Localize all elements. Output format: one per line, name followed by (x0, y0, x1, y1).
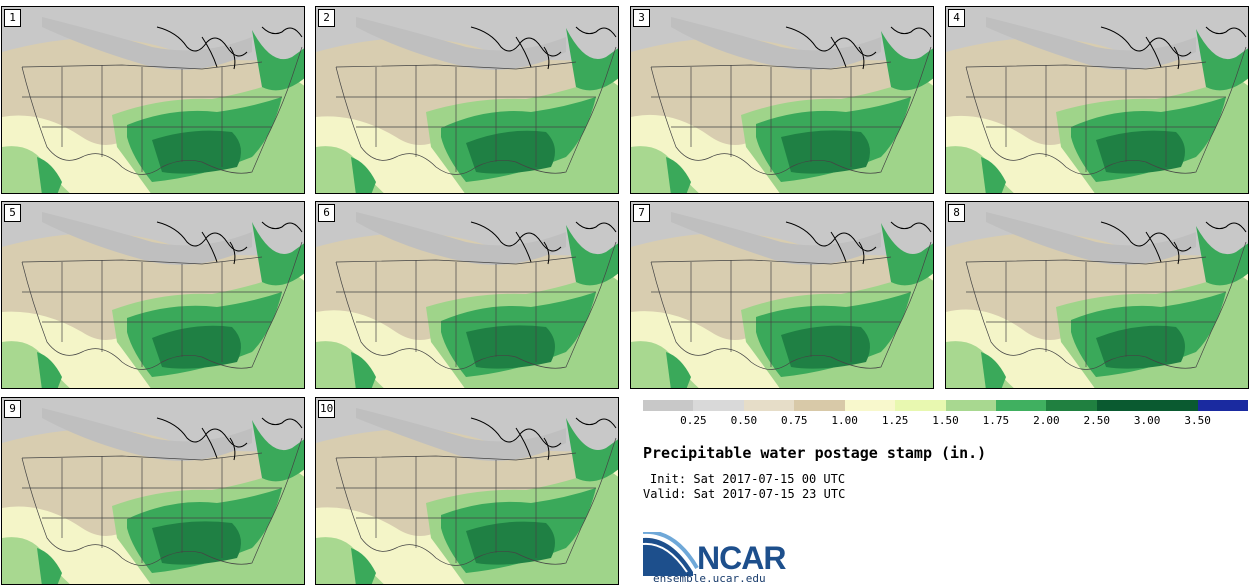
colorbar-tick-label: 3.00 (1133, 414, 1161, 427)
panel-label: 6 (318, 204, 335, 222)
colorbar-tick-label: 0.75 (781, 414, 808, 427)
panel-label: 5 (4, 204, 21, 222)
colorbar-tick-label: 3.50 (1184, 414, 1211, 427)
panel-label: 9 (4, 400, 21, 418)
colorbar-segment (895, 400, 946, 411)
colorbar-segment (693, 400, 744, 411)
colorbar-segment (643, 400, 694, 411)
colorbar-segment (1147, 400, 1198, 411)
colorbar-segment (844, 400, 896, 411)
colorbar-tick-label: 0.25 (680, 414, 707, 427)
colorbar-segment (945, 400, 996, 411)
map-panel-10: 10 (315, 397, 619, 585)
panel-label: 2 (318, 9, 335, 27)
map-panel-2: 2 (315, 6, 619, 194)
colorbar-tick-label: 1.50 (932, 414, 959, 427)
panel-label: 4 (948, 9, 965, 27)
map-panel-6: 6 (315, 201, 619, 389)
panel-label: 10 (318, 400, 336, 418)
colorbar-tick-label: 2.50 (1083, 414, 1111, 427)
colorbar-tick-label: 1.75 (982, 414, 1010, 427)
colorbar-segment (995, 400, 1047, 411)
map-panel-7: 7 (630, 201, 934, 389)
colorbar-segment (743, 400, 795, 411)
colorbar-segment (1197, 400, 1249, 411)
colorbar-tick-label: 2.00 (1033, 414, 1060, 427)
map-panel-4: 4 (945, 6, 1249, 194)
colorbar-tick-label: 1.00 (831, 414, 858, 427)
init-time: Init: Sat 2017-07-15 00 UTC (650, 472, 846, 486)
colorbar-segment (794, 400, 845, 411)
panel-label: 7 (633, 204, 650, 222)
logo-text: NCAR (697, 540, 786, 576)
map-panel-3: 3 (630, 6, 934, 194)
plot-title: Precipitable water postage stamp (in.) (643, 444, 987, 462)
panel-label: 8 (948, 204, 965, 222)
colorbar-segment (1096, 400, 1148, 411)
map-panel-9: 9 (1, 397, 305, 585)
valid-time: Valid: Sat 2017-07-15 23 UTC (643, 487, 846, 501)
panel-label: 1 (4, 9, 21, 27)
colorbar (643, 400, 1249, 411)
map-panel-1: 1 (1, 6, 305, 194)
colorbar-tick-label: 1.25 (881, 414, 909, 427)
colorbar-labels: 0.25 0.50 0.75 1.00 1.25 1.50 1.75 2.00 2.50 3.00… (643, 414, 1248, 428)
panel-label: 3 (633, 9, 650, 27)
site-url: ensemble.ucar.edu (653, 572, 766, 585)
colorbar-tick-label: 0.50 (730, 414, 758, 427)
colorbar-segment (1046, 400, 1097, 411)
map-panel-8: 8 (945, 201, 1249, 389)
map-panel-5: 5 (1, 201, 305, 389)
ncar-logo-icon (643, 532, 699, 576)
